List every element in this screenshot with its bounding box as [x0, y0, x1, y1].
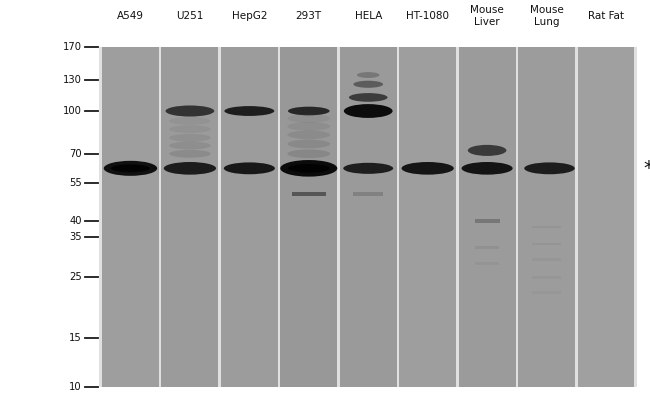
Text: A549: A549: [117, 11, 144, 21]
Text: 293T: 293T: [296, 11, 322, 21]
Text: 10: 10: [70, 382, 82, 392]
Text: 100: 100: [63, 106, 82, 116]
Text: 170: 170: [63, 42, 82, 53]
Text: HT-1080: HT-1080: [406, 11, 449, 21]
Text: 15: 15: [69, 333, 82, 344]
Text: 35: 35: [70, 232, 82, 242]
Text: 25: 25: [69, 272, 82, 282]
Text: Mouse
Liver: Mouse Liver: [470, 5, 504, 26]
Text: 70: 70: [70, 149, 82, 159]
Text: Mouse
Lung: Mouse Lung: [530, 5, 564, 26]
Text: 40: 40: [70, 216, 82, 226]
Text: U251: U251: [176, 11, 203, 21]
Text: 55: 55: [69, 178, 82, 188]
Text: *: *: [644, 159, 650, 178]
Text: HELA: HELA: [354, 11, 382, 21]
Text: 130: 130: [63, 75, 82, 85]
Text: Rat Fat: Rat Fat: [588, 11, 624, 21]
Text: HepG2: HepG2: [231, 11, 267, 21]
